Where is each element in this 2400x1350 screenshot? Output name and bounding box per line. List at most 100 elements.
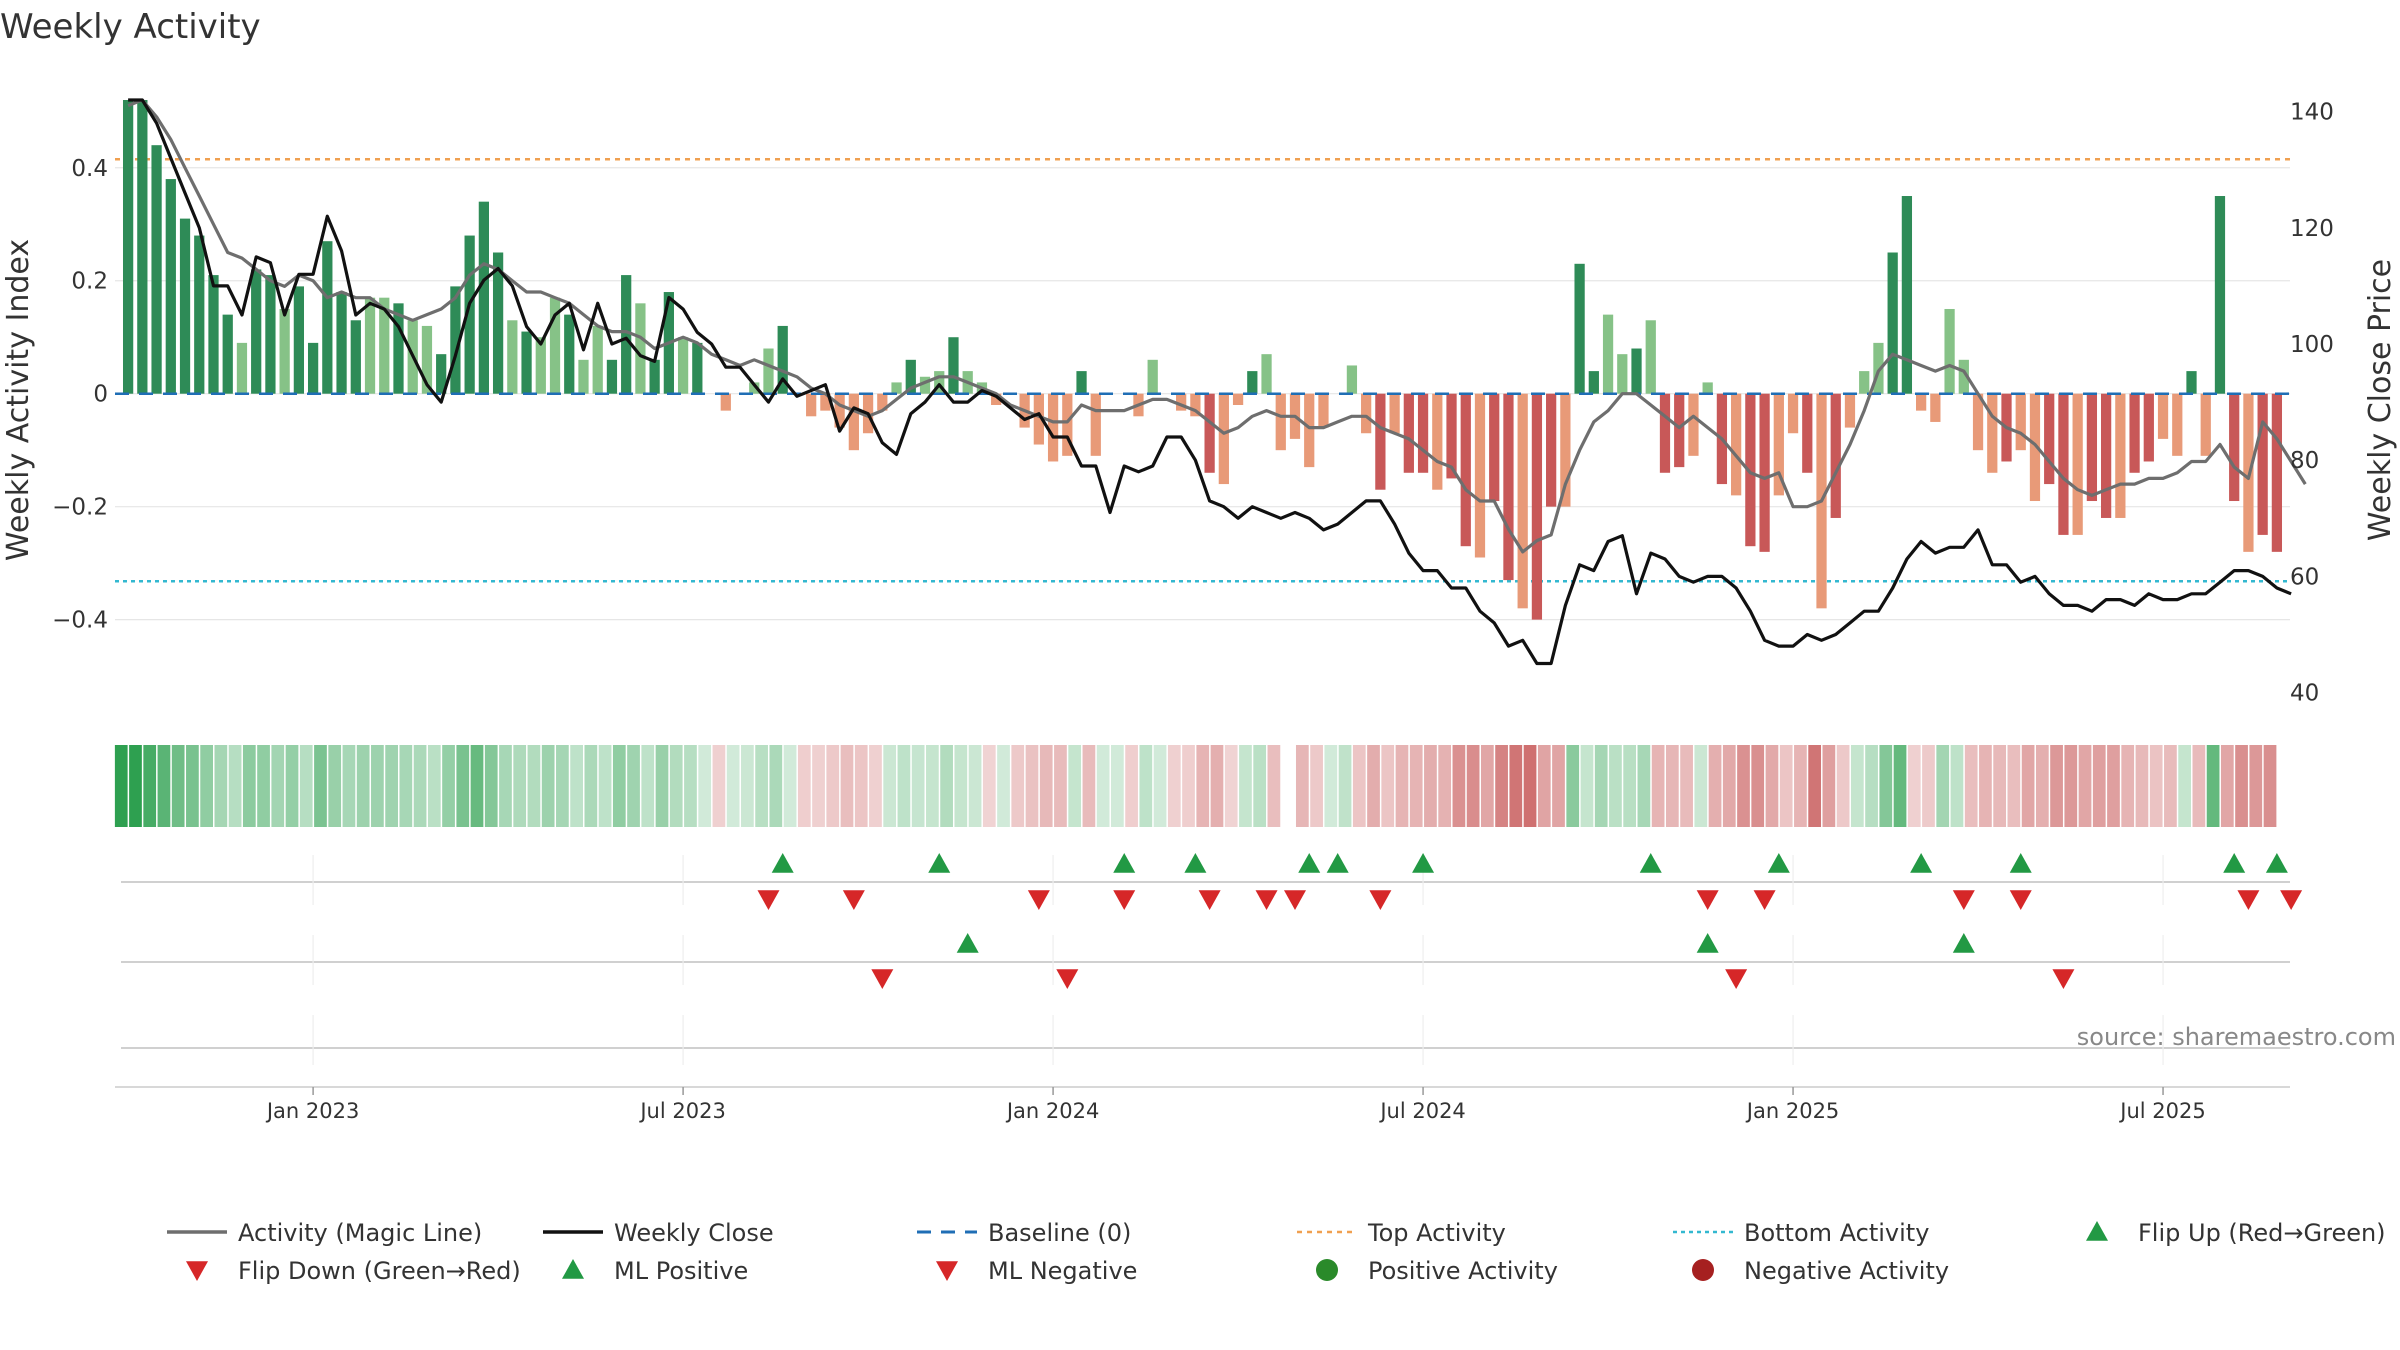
strip-cell [214, 745, 228, 827]
legend-swatch [936, 1261, 958, 1281]
legend-label: Flip Up (Red→Green) [2138, 1219, 2386, 1247]
activity-bar [621, 275, 632, 394]
legend-label: ML Positive [614, 1257, 748, 1285]
activity-bar [379, 297, 390, 394]
activity-bar [1560, 393, 1571, 507]
strip-cell [2178, 745, 2192, 827]
activity-bar [1033, 393, 1044, 445]
activity-bar [749, 382, 760, 394]
y-axis-label: Weekly Activity Index [1, 239, 36, 561]
activity-bar [820, 393, 831, 411]
strip-cell [1096, 745, 1110, 827]
activity-bar [2044, 393, 2055, 485]
strip-cell [1153, 745, 1167, 827]
strip-cell [1637, 745, 1651, 827]
chart-title: Weekly Activity [0, 7, 261, 47]
y-tick-label: 0 [93, 382, 108, 408]
activity-bar [891, 382, 902, 394]
activity-bar [1588, 371, 1599, 394]
strip-cell [570, 745, 583, 827]
flip-up-marker [1910, 853, 1933, 873]
activity-bar [1659, 393, 1671, 473]
strip-cell [413, 745, 427, 827]
activity-bar [350, 320, 361, 394]
strip-cell [598, 745, 612, 827]
activity-bar [1275, 393, 1286, 451]
y2-tick-label: 80 [2290, 448, 2319, 474]
legend-label: Weekly Close [614, 1219, 774, 1247]
legend-item-ml_neg: ML Negative [936, 1257, 1137, 1285]
reference-lines [115, 158, 2290, 583]
activity-bar [2115, 393, 2126, 518]
activity-bar [2186, 371, 2197, 394]
strip-cell [726, 745, 740, 827]
activity-bar [2143, 393, 2154, 462]
strip-cell [669, 745, 683, 827]
strip-cell [2135, 745, 2149, 827]
strip-cell [627, 745, 640, 827]
strip-cell [1950, 745, 1964, 827]
strip-cell [484, 745, 498, 827]
y-tick-label: −0.4 [52, 608, 108, 634]
activity-bar [393, 303, 404, 394]
strip-cell [1879, 745, 1893, 827]
flip-down-marker [1027, 890, 1050, 910]
flip-up-marker [1767, 853, 1790, 873]
legend-label: Negative Activity [1744, 1257, 1949, 1285]
activity-bar [436, 354, 447, 394]
activity-bar [606, 359, 618, 394]
activity-bar [492, 252, 504, 394]
activity-bar [1702, 382, 1713, 394]
strip-cell [527, 745, 541, 827]
strip-cell [1964, 745, 1978, 827]
activity-bar [1432, 393, 1443, 490]
strip-cell [1295, 745, 1309, 827]
activity-bar [194, 235, 205, 394]
activity-bar [1218, 393, 1229, 485]
strip-cell [1224, 745, 1238, 827]
strip-cell [200, 745, 213, 827]
activity-bar [1916, 393, 1927, 411]
strip-cell [2220, 745, 2234, 827]
activity-bar [1474, 393, 1486, 558]
strip-cell [712, 745, 726, 827]
strip-cell [328, 745, 342, 827]
activity-bar [1176, 393, 1187, 411]
ml-negative-marker [871, 969, 894, 989]
legend-label: Flip Down (Green→Red) [238, 1257, 521, 1285]
strip-cell [2192, 745, 2206, 827]
line-series [115, 98, 2307, 666]
activity-bar [1745, 393, 1756, 547]
strip-cell [1395, 745, 1409, 827]
source-attribution: source: sharemaestro.com [2077, 1023, 2396, 1051]
strip-cell [1566, 745, 1580, 827]
strip-cell [1068, 745, 1082, 827]
strip-cell [470, 745, 484, 827]
legend-swatch [2086, 1221, 2108, 1241]
activity-bar [2214, 196, 2226, 394]
activity-bar [165, 179, 176, 394]
activity-bar [1147, 359, 1158, 394]
flip-up-marker [1298, 853, 1321, 873]
activity-bar [322, 241, 333, 394]
strip-cell [883, 745, 897, 827]
activity-bar [2129, 393, 2140, 473]
activity-bar [2172, 393, 2183, 456]
activity-bar [450, 286, 461, 394]
ml-negative-marker [1725, 969, 1748, 989]
y2-tick-label: 140 [2290, 100, 2334, 126]
strip-cell [1139, 745, 1153, 827]
activity-bar [578, 359, 589, 394]
ml-positive-marker [1952, 933, 1975, 953]
strip-cell [2107, 745, 2120, 827]
strip-cell [399, 745, 413, 827]
strip-cell [1708, 745, 1722, 827]
strip-cell [926, 745, 939, 827]
legend-swatch [1316, 1259, 1338, 1281]
activity-bar [592, 325, 603, 394]
strip-cell [1680, 745, 1693, 827]
legend-item-pos_act: Positive Activity [1316, 1257, 1558, 1285]
strip-cell [342, 745, 356, 827]
flip-down-marker [1753, 890, 1776, 910]
strip-cell [1552, 745, 1565, 827]
